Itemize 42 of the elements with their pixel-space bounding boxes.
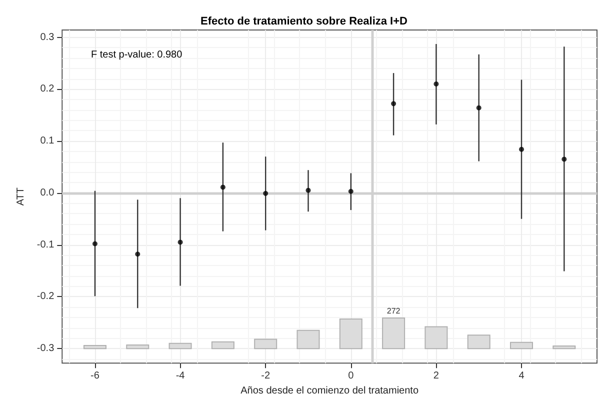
x-tick-label: -2 [261,370,270,382]
point [348,188,354,194]
y-tick-label: 0.1 [40,136,55,147]
bar [126,344,150,350]
x-tick-label: 0 [348,370,354,382]
bar [510,342,534,350]
bar [382,317,406,350]
y-tick-label: 0.0 [40,187,55,198]
x-tick-label: -6 [90,370,100,382]
y-tick-label: 0.2 [40,84,55,95]
y-tick-label: -0.3 [36,343,55,354]
bar [296,330,320,350]
point [178,240,183,245]
point [476,105,482,110]
bar [424,326,448,350]
x-tick-label: 2 [433,370,440,382]
point [434,81,439,86]
y-tick-label: 0.3 [40,32,55,43]
point [519,146,524,152]
point [306,188,311,193]
y-tick-label: -0.1 [36,239,55,250]
chart-title: Efecto de tratamiento sobre Realiza I+D [200,16,408,28]
bar [552,345,576,350]
x-tick-label: -4 [176,370,186,382]
annotation: 272 [386,306,401,316]
annotation: F test p-value: 0.980 [91,50,183,60]
y-tick-label: -0.2 [36,291,55,302]
point [562,156,567,162]
bar [211,341,234,350]
bar [467,334,490,350]
point [220,184,226,190]
bar [83,344,106,350]
point [135,252,140,257]
bar [254,338,278,350]
bar [168,342,192,350]
point [391,101,396,106]
point [92,241,98,246]
point [263,190,268,196]
x-axis-title: Años desde el comienzo del tratamiento [240,386,419,396]
y-axis-title: ATT [16,187,26,206]
x-tick-label: 4 [518,370,525,382]
bar [339,318,362,350]
